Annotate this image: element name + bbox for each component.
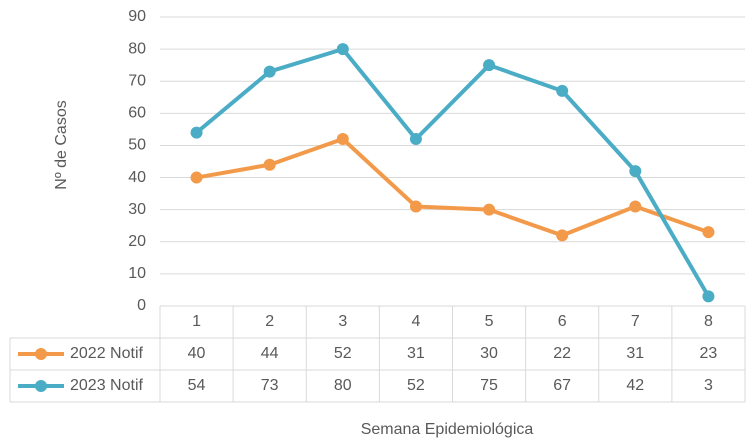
y-tick-label: 30 [128, 201, 146, 218]
legend-label: 2022 Notif [70, 345, 143, 362]
x-tick-label: 4 [411, 313, 420, 330]
x-tick-label: 6 [558, 313, 567, 330]
point [483, 203, 496, 216]
y-tick-label: 60 [128, 105, 146, 122]
x-tick-label: 5 [485, 313, 494, 330]
point [702, 226, 715, 239]
point [702, 290, 715, 303]
table-value: 52 [407, 377, 425, 394]
point [190, 126, 203, 139]
table-value: 52 [334, 345, 352, 362]
series-line [196, 137, 710, 238]
point [556, 84, 569, 97]
y-tick-label: 20 [128, 233, 146, 250]
x-tick-label: 1 [192, 313, 201, 330]
table-value: 67 [553, 377, 571, 394]
y-tick-label: 50 [128, 137, 146, 154]
point [263, 65, 276, 78]
point [409, 133, 422, 146]
point [629, 165, 642, 178]
table-value: 31 [626, 345, 644, 362]
point [556, 229, 569, 242]
table-value: 73 [261, 377, 279, 394]
legend-label: 2023 Notif [70, 377, 143, 394]
x-tick-label: 7 [631, 313, 640, 330]
y-tick-label: 80 [128, 40, 146, 57]
table-value: 22 [553, 345, 571, 362]
x-axis-title: Semana Epidemiológica [361, 421, 534, 438]
table-value: 23 [700, 345, 718, 362]
point [629, 200, 642, 213]
table-value: 80 [334, 377, 352, 394]
legend-marker [35, 348, 47, 360]
point [263, 158, 276, 171]
table-value: 44 [261, 345, 279, 362]
point [483, 59, 496, 72]
point [336, 133, 349, 146]
table-value: 40 [188, 345, 206, 362]
x-tick-label: 8 [704, 313, 713, 330]
x-tick-label: 3 [338, 313, 347, 330]
series-line [195, 47, 711, 298]
y-tick-label: 0 [137, 297, 146, 314]
point [409, 200, 422, 213]
y-tick-label: 40 [128, 169, 146, 186]
table-value: 75 [480, 377, 498, 394]
table-value: 42 [626, 377, 644, 394]
y-tick-label: 10 [128, 265, 146, 282]
y-axis-title: Nº de Casos [53, 100, 70, 189]
y-tick-label: 70 [128, 72, 146, 89]
point [336, 43, 349, 56]
y-tick-label: 90 [128, 8, 146, 25]
table-value: 30 [480, 345, 498, 362]
table-value: 54 [188, 377, 206, 394]
x-tick-label: 2 [265, 313, 274, 330]
legend-marker [35, 380, 47, 392]
table-value: 31 [407, 345, 425, 362]
table-value: 3 [704, 377, 713, 394]
point [190, 171, 203, 184]
